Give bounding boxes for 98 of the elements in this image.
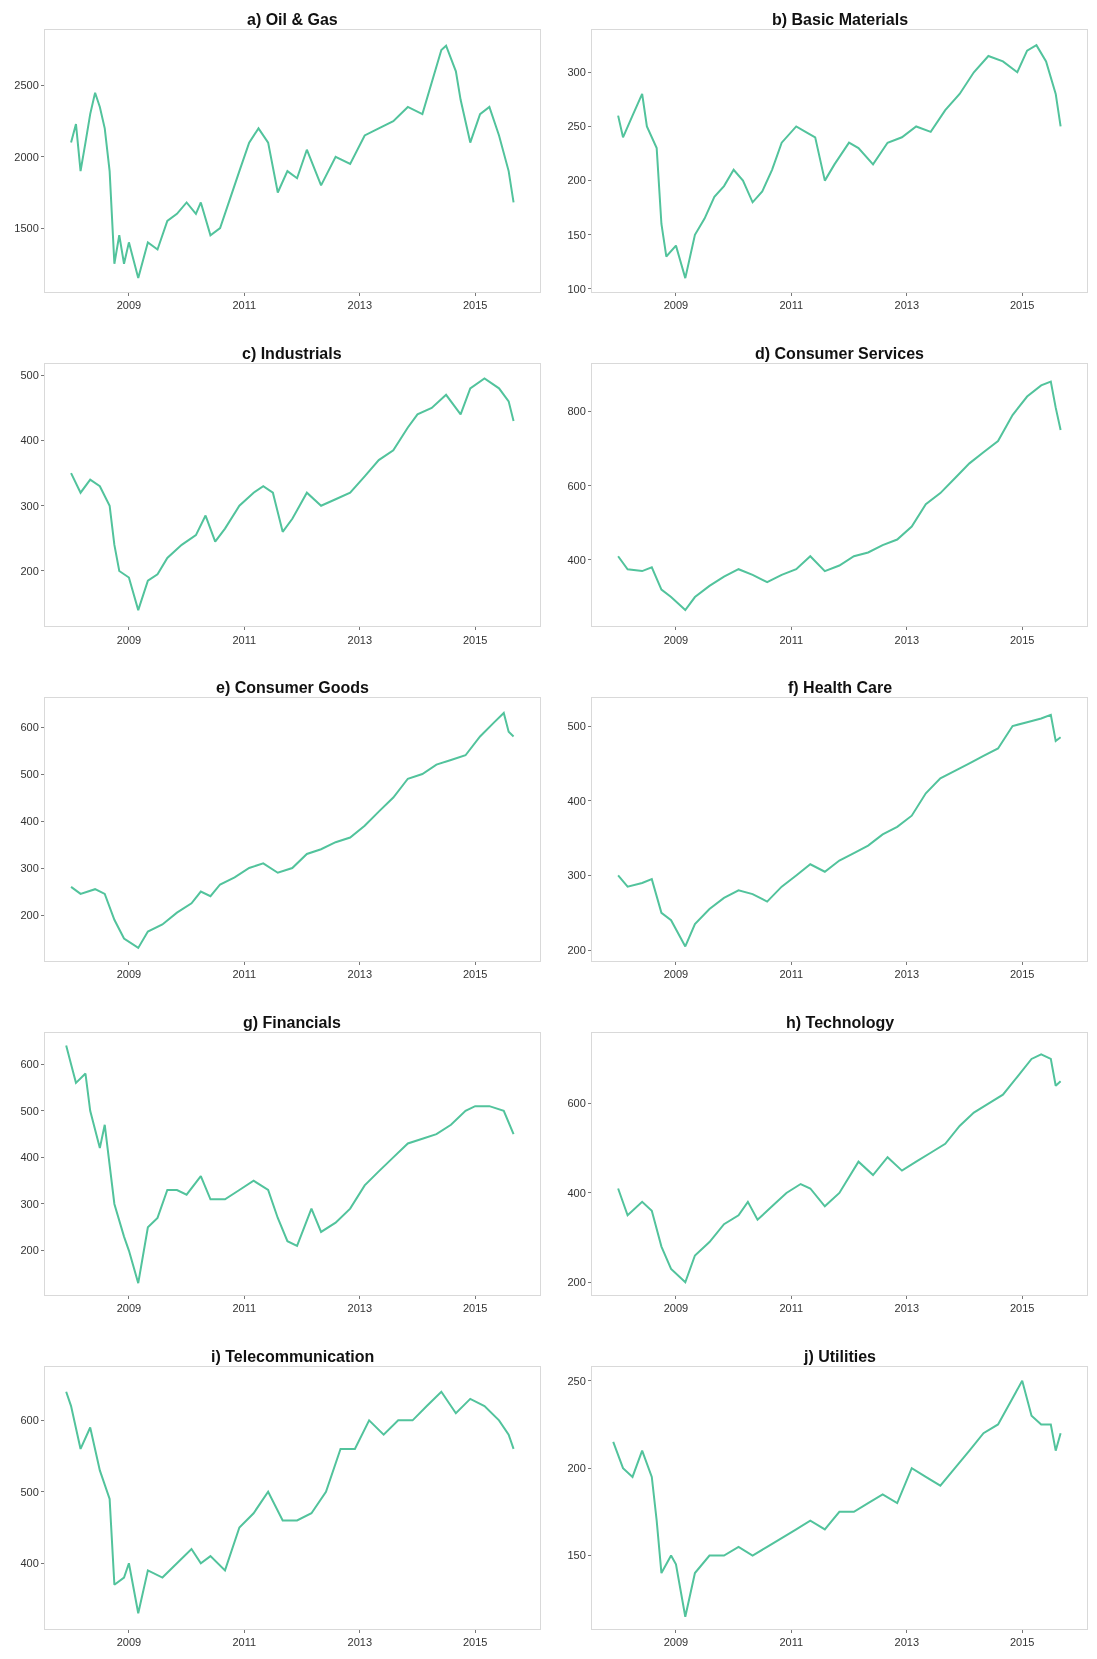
x-tick-label: 2011 xyxy=(232,1302,257,1315)
y-tick-label: 500 xyxy=(20,369,39,382)
y-tick-label: 250 xyxy=(567,120,586,133)
y-tick-label: 300 xyxy=(567,869,586,882)
y-tick-label: 2000 xyxy=(14,150,39,163)
y-tick-label: 400 xyxy=(567,553,586,566)
x-tick-label: 2009 xyxy=(116,633,142,646)
y-tick-label: 200 xyxy=(567,1276,586,1289)
x-tick-label: 2015 xyxy=(1009,1636,1035,1649)
x-tick-label: 2013 xyxy=(347,1302,373,1315)
y-tick-label: 400 xyxy=(20,814,39,827)
x-tick-label: 2013 xyxy=(894,1636,920,1649)
y-tick-label: 1500 xyxy=(14,221,39,234)
y-tick-label: 200 xyxy=(20,1244,39,1257)
y-tick-label: 500 xyxy=(20,767,39,780)
chart-title: j) Utilities xyxy=(803,1348,877,1365)
line-series xyxy=(612,1379,1062,1618)
x-tick-label: 2011 xyxy=(232,633,257,646)
chart-title: f) Health Care xyxy=(788,679,893,696)
y-tick-label: 250 xyxy=(567,1374,586,1387)
y-tick-label: 300 xyxy=(20,499,39,512)
chart-title: i) Telecommunication xyxy=(211,1348,375,1365)
y-tick-label: 300 xyxy=(567,66,586,79)
y-tick-label: 200 xyxy=(567,944,586,957)
x-tick-label: 2013 xyxy=(894,299,920,312)
x-tick-label: 2013 xyxy=(894,1302,920,1315)
y-tick-label: 400 xyxy=(20,434,39,447)
x-tick-label: 2013 xyxy=(894,967,920,980)
x-tick-label: 2015 xyxy=(462,299,488,312)
y-tick-label: 300 xyxy=(20,861,39,874)
y-tick-label: 500 xyxy=(20,1485,39,1498)
x-tick-label: 2009 xyxy=(663,1302,689,1315)
y-tick-label: 500 xyxy=(20,1104,39,1117)
x-tick-label: 2015 xyxy=(1009,633,1035,646)
x-tick-label: 2011 xyxy=(779,967,804,980)
line-series xyxy=(70,711,515,949)
y-tick-label: 400 xyxy=(567,1186,586,1199)
x-tick-label: 2015 xyxy=(1009,1302,1035,1315)
chart-title: b) Basic Materials xyxy=(772,11,909,28)
y-tick-label: 200 xyxy=(20,564,39,577)
x-tick-label: 2011 xyxy=(779,1636,804,1649)
line-series xyxy=(617,380,1062,612)
y-tick-label: 800 xyxy=(567,405,586,418)
line-series xyxy=(70,44,515,279)
chart-title: h) Technology xyxy=(786,1014,895,1031)
chart-title: e) Consumer Goods xyxy=(216,679,370,696)
x-tick-label: 2011 xyxy=(232,1636,257,1649)
x-tick-label: 2015 xyxy=(462,633,488,646)
y-tick-label: 200 xyxy=(20,908,39,921)
line-series xyxy=(617,44,1062,280)
chart-title: c) Industrials xyxy=(242,345,342,362)
y-tick-label: 100 xyxy=(567,282,586,295)
x-tick-label: 2011 xyxy=(232,299,257,312)
x-tick-label: 2009 xyxy=(116,299,142,312)
y-tick-label: 200 xyxy=(567,1462,586,1475)
y-tick-label: 600 xyxy=(567,479,586,492)
x-tick-label: 2009 xyxy=(663,967,689,980)
x-tick-label: 2015 xyxy=(462,1636,488,1649)
line-series xyxy=(70,377,515,612)
x-tick-label: 2013 xyxy=(347,633,373,646)
y-tick-label: 500 xyxy=(567,719,586,732)
y-tick-label: 600 xyxy=(567,1097,586,1110)
chart-title: g) Financials xyxy=(243,1014,341,1031)
x-tick-label: 2013 xyxy=(347,299,373,312)
chart-title: a) Oil & Gas xyxy=(247,11,338,28)
y-tick-label: 200 xyxy=(567,174,586,187)
y-tick-label: 600 xyxy=(20,1058,39,1071)
line-series xyxy=(617,713,1062,948)
x-tick-label: 2015 xyxy=(462,1302,488,1315)
x-tick-label: 2009 xyxy=(116,1636,142,1649)
chart-title: d) Consumer Services xyxy=(755,345,925,362)
x-tick-label: 2013 xyxy=(347,967,373,980)
y-tick-label: 400 xyxy=(20,1151,39,1164)
x-tick-label: 2011 xyxy=(779,299,804,312)
y-tick-label: 400 xyxy=(567,794,586,807)
line-series xyxy=(617,1053,1062,1284)
x-tick-label: 2009 xyxy=(116,967,142,980)
x-tick-label: 2009 xyxy=(116,1302,142,1315)
x-tick-label: 2009 xyxy=(663,299,689,312)
y-tick-label: 400 xyxy=(20,1557,39,1570)
x-tick-label: 2015 xyxy=(1009,967,1035,980)
x-tick-label: 2009 xyxy=(663,633,689,646)
y-tick-label: 150 xyxy=(567,1549,586,1562)
y-tick-label: 2500 xyxy=(14,79,39,92)
y-tick-label: 600 xyxy=(20,1414,39,1427)
x-tick-label: 2011 xyxy=(779,633,804,646)
x-tick-label: 2013 xyxy=(894,633,920,646)
y-tick-label: 600 xyxy=(20,720,39,733)
line-series xyxy=(65,1390,515,1615)
x-tick-label: 2011 xyxy=(779,1302,804,1315)
x-tick-label: 2015 xyxy=(462,967,488,980)
y-tick-label: 300 xyxy=(20,1197,39,1210)
line-series xyxy=(65,1044,515,1285)
x-tick-label: 2013 xyxy=(347,1636,373,1649)
x-tick-label: 2011 xyxy=(232,967,257,980)
y-tick-label: 150 xyxy=(567,228,586,241)
x-tick-label: 2009 xyxy=(663,1636,689,1649)
x-tick-label: 2015 xyxy=(1009,299,1035,312)
